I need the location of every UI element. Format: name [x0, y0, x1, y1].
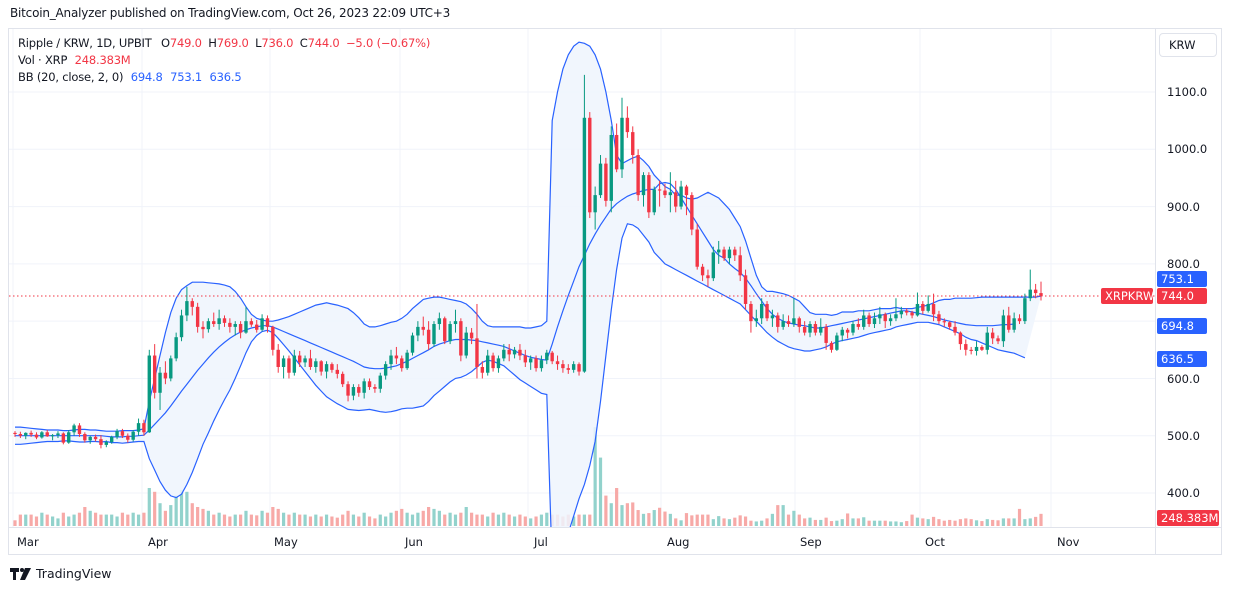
bb-lower-value: 636.5: [209, 70, 242, 84]
price-tick: 400.0: [1167, 486, 1200, 500]
time-label-jun: Jun: [405, 535, 423, 549]
chart-plot-area[interactable]: Ripple / KRW, 1D, UPBIT O749.0 H769.0 L7…: [9, 29, 1155, 527]
time-label-nov: Nov: [1057, 535, 1080, 549]
time-label-mar: Mar: [17, 535, 39, 549]
open-value: O749.0: [161, 36, 202, 50]
price-tick: 1000.0: [1167, 142, 1208, 156]
bb-upper-value: 753.1: [170, 70, 203, 84]
axis-corner: [1155, 527, 1222, 555]
last-price-tag: 744.0: [1157, 288, 1207, 304]
time-label-apr: Apr: [148, 535, 168, 549]
price-tick: 800.0: [1167, 257, 1200, 271]
tradingview-logo-icon: [10, 567, 31, 580]
bb-basis-price-tag: 694.8: [1157, 318, 1207, 334]
close-value: C744.0: [299, 36, 340, 50]
bb-upper-price-tag: 753.1: [1157, 271, 1207, 287]
high-value: H769.0: [208, 36, 249, 50]
price-tick: 500.0: [1167, 429, 1200, 443]
volume-price-tag: 248.383M: [1157, 510, 1219, 526]
change-value: −5.0 (−0.67%): [346, 36, 431, 50]
time-label-sep: Sep: [800, 535, 822, 549]
published-caption: Bitcoin_Analyzer published on TradingVie…: [10, 6, 451, 20]
legend-volume-row[interactable]: Vol · XRP 248.383M: [18, 52, 430, 69]
price-axis[interactable]: [1155, 29, 1222, 527]
symbol-tag: XRPKRW: [1101, 288, 1154, 304]
time-label-jul: Jul: [534, 535, 548, 549]
chart-legend: Ripple / KRW, 1D, UPBIT O749.0 H769.0 L7…: [18, 35, 430, 86]
bb-label: BB (20, close, 2, 0): [18, 70, 124, 84]
legend-symbol-row[interactable]: Ripple / KRW, 1D, UPBIT O749.0 H769.0 L7…: [18, 35, 430, 52]
bb-lower-price-tag: 636.5: [1157, 351, 1207, 367]
time-label-aug: Aug: [667, 535, 690, 549]
price-tick: 1100.0: [1167, 85, 1208, 99]
price-tick: 900.0: [1167, 200, 1200, 214]
volume-value: 248.383M: [74, 53, 131, 67]
time-axis[interactable]: [9, 527, 1155, 555]
bb-basis-value: 694.8: [130, 70, 163, 84]
time-label-oct: Oct: [925, 535, 945, 549]
volume-label: Vol · XRP: [18, 53, 68, 67]
time-label-may: May: [274, 535, 298, 549]
chart-frame: Ripple / KRW, 1D, UPBIT O749.0 H769.0 L7…: [8, 28, 1222, 555]
low-value: L736.0: [255, 36, 294, 50]
legend-bb-row[interactable]: BB (20, close, 2, 0) 694.8 753.1 636.5: [18, 69, 430, 86]
tradingview-brand[interactable]: TradingView: [10, 566, 112, 581]
candlestick-chart: [9, 29, 1155, 527]
brand-name: TradingView: [36, 566, 112, 581]
symbol-name: Ripple / KRW, 1D, UPBIT: [18, 36, 152, 50]
price-tick: 600.0: [1167, 372, 1200, 386]
currency-button[interactable]: KRW: [1159, 33, 1217, 57]
